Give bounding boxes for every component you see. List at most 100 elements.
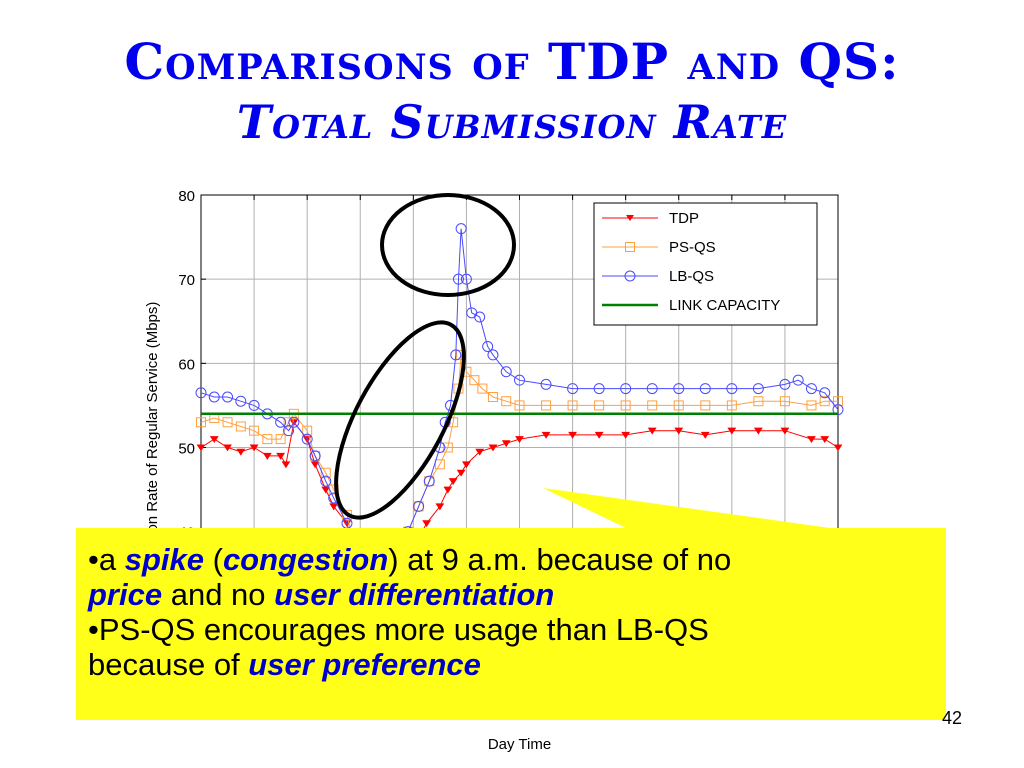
data-point [460, 273, 472, 285]
data-point [487, 349, 499, 361]
emphasis-user-differentiation: user differentiation [274, 577, 555, 612]
chart-legend: TDP PS-QS LB-QS LINK CAPACITY [593, 202, 818, 326]
data-point [456, 469, 466, 477]
emphasis-user-preference: user preference [248, 647, 481, 682]
page-number: 42 [942, 708, 963, 728]
data-point [594, 400, 605, 411]
data-point [469, 375, 480, 386]
data-point [482, 341, 494, 352]
legend-label: LB-QS [669, 268, 714, 285]
tick-label-y: 70 [178, 272, 195, 289]
data-point [448, 478, 458, 486]
data-point [236, 448, 246, 456]
slide-title-line-1: Comparisons of TDP and QS: [124, 32, 900, 91]
data-point [310, 461, 320, 469]
data-point [807, 436, 816, 444]
emphasis-price: price [88, 577, 163, 612]
data-point [450, 349, 462, 361]
data-point [301, 433, 313, 445]
data-point [673, 400, 684, 411]
data-point [309, 450, 321, 462]
x-axis-label: Day Time [488, 736, 551, 753]
callout-bullet-1-line-2: price and no user differentiation [88, 577, 936, 612]
data-point [248, 399, 260, 411]
data-point [223, 444, 232, 452]
data-point [249, 425, 260, 436]
data-point [329, 503, 339, 511]
data-point [222, 417, 233, 428]
data-point [541, 431, 551, 439]
callout-bullet-2-line-1: •PS-QS encourages more usage than LB-QS [88, 612, 709, 647]
data-point [673, 383, 685, 395]
slide-title-line-2: Total Submission Rate [236, 95, 788, 149]
data-point [646, 383, 658, 395]
data-point [540, 378, 552, 390]
data-point [833, 396, 843, 407]
data-point [620, 383, 632, 395]
callout-pointer [543, 488, 830, 528]
callout-box: •a spike (congestion) at 9 a.m. because … [76, 528, 946, 720]
data-point [819, 396, 830, 407]
data-point [594, 431, 604, 439]
data-point [833, 444, 843, 452]
data-point [275, 416, 287, 428]
data-point [501, 396, 512, 407]
emphasis-congestion: congestion [222, 542, 389, 577]
legend-label: LINK CAPACITY [669, 297, 780, 314]
annotation-ellipse-peak [380, 193, 516, 297]
data-point [700, 431, 710, 439]
data-point [235, 395, 247, 407]
legend-marker [626, 215, 634, 221]
legend-marker [625, 242, 635, 252]
data-point [475, 448, 485, 456]
data-point [235, 421, 246, 432]
data-point [621, 431, 631, 439]
data-point [753, 427, 763, 435]
data-point [819, 387, 831, 399]
callout-bullet-2-line-2: because of user preference [88, 647, 936, 682]
legend-label: TDP [669, 210, 699, 227]
data-point [500, 366, 512, 378]
data-point [726, 400, 737, 411]
data-point [302, 425, 313, 436]
data-point [281, 461, 291, 469]
series-line [200, 228, 839, 626]
data-point [779, 396, 790, 407]
y-axis-label: Submission Rate of Regular Service (Mbps… [144, 302, 161, 594]
data-point [752, 383, 764, 395]
tick-label-y: 60 [178, 356, 195, 373]
data-point [487, 392, 498, 402]
data-point [413, 500, 425, 512]
data-point [222, 391, 234, 403]
data-point [283, 425, 295, 437]
data-point [780, 427, 790, 435]
data-point [647, 400, 658, 411]
data-point [567, 400, 578, 411]
data-point [195, 387, 207, 399]
data-point [699, 383, 711, 395]
data-point [514, 400, 525, 411]
data-point [820, 436, 830, 444]
data-point [262, 452, 272, 460]
data-point [806, 400, 817, 411]
data-point [792, 374, 804, 386]
data-point [753, 396, 764, 407]
data-point [593, 383, 605, 395]
data-point [209, 436, 219, 444]
data-point [276, 452, 286, 460]
tick-label-y: 50 [178, 441, 195, 458]
data-point [620, 400, 631, 411]
data-point [455, 223, 467, 235]
data-point [488, 444, 498, 452]
data-point [443, 486, 453, 494]
emphasis-spike: spike [124, 542, 204, 577]
callout-bullet-1-line-1: •a spike (congestion) at 9 a.m. because … [88, 542, 936, 577]
text-and-no: and no [162, 577, 275, 612]
data-point [674, 427, 684, 435]
text-after-congestion: ) at 9 a.m. because of no [388, 542, 732, 577]
data-point [422, 520, 432, 528]
data-point [321, 486, 331, 494]
data-point [567, 383, 579, 395]
data-point [208, 391, 220, 403]
data-point [320, 475, 332, 487]
